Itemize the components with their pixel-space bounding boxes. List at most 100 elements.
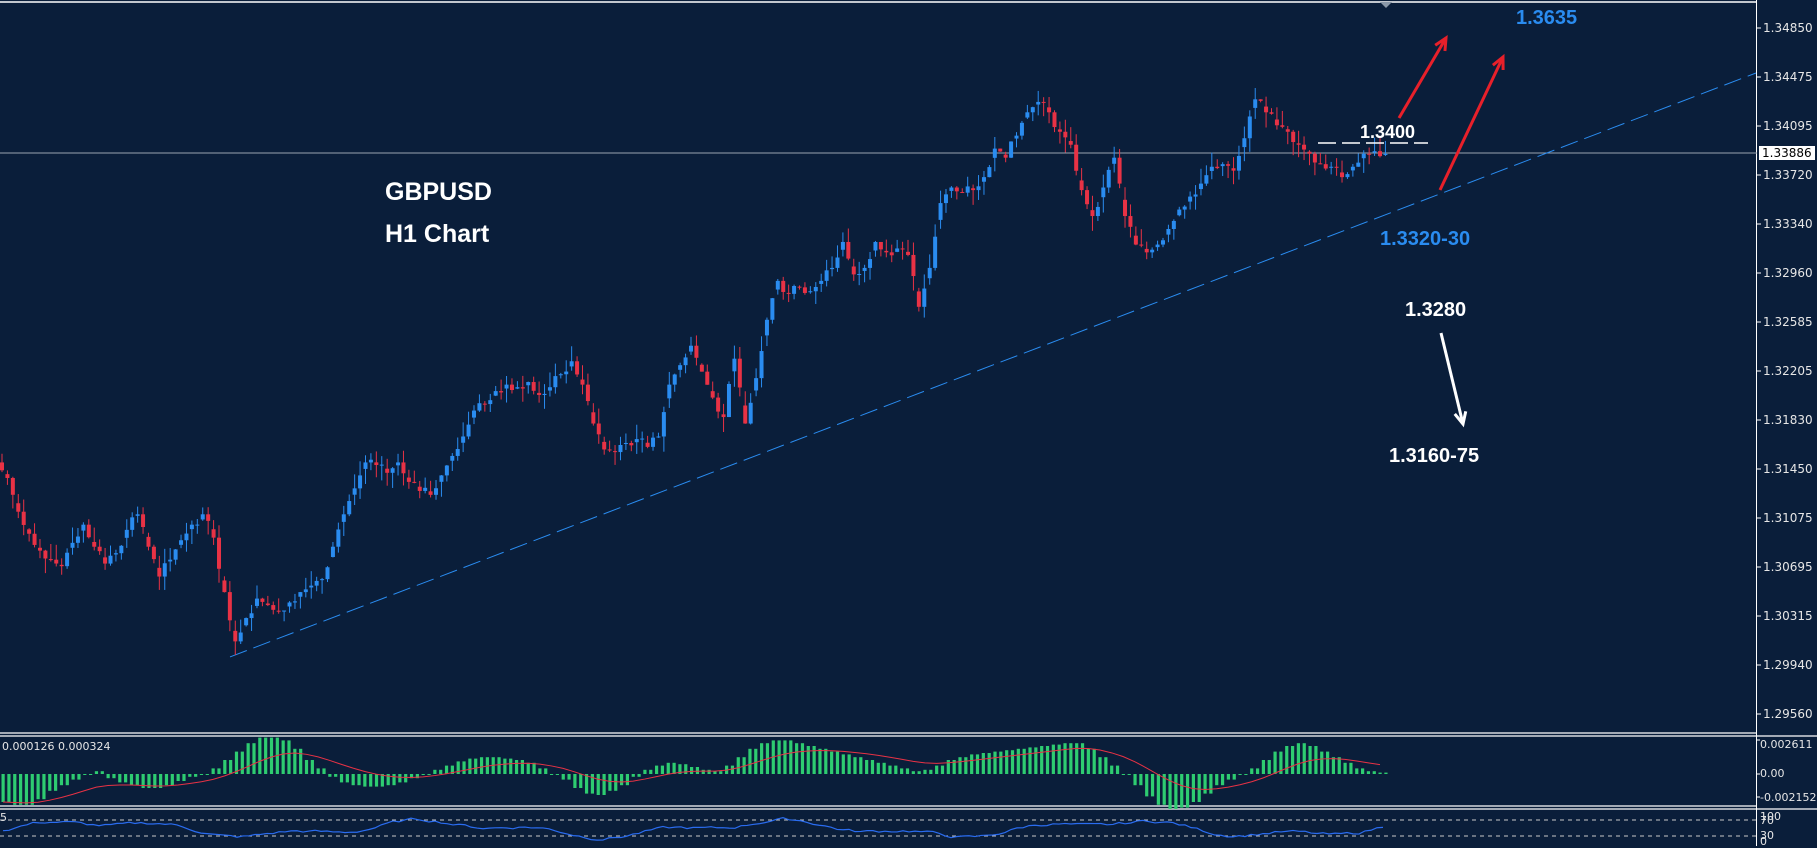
candle-body — [276, 610, 281, 612]
candle-body — [889, 252, 894, 256]
candle-body — [434, 488, 439, 495]
candle-body — [840, 241, 845, 250]
macd-histogram-bar — [1232, 774, 1236, 780]
candle-body — [303, 589, 308, 593]
candle-body — [1378, 151, 1382, 157]
candle-body — [878, 241, 883, 250]
macd-histogram-bar — [526, 762, 530, 774]
candle-body — [721, 414, 726, 418]
macd-histogram-bar — [1384, 772, 1388, 774]
macd-histogram-bar — [357, 774, 361, 786]
candle-body — [168, 559, 173, 562]
macd-histogram-bar — [532, 762, 536, 774]
macd-histogram-bar — [421, 774, 425, 775]
macd-histogram-bar — [654, 765, 659, 774]
macd-histogram-bar — [1028, 747, 1032, 774]
candle-body — [564, 371, 569, 375]
candle-body — [575, 361, 580, 375]
candle-body — [1139, 244, 1144, 246]
macd-histogram-bar — [252, 743, 256, 774]
candle-body — [314, 580, 319, 586]
macd-histogram-bar — [135, 774, 139, 786]
candle-body — [1296, 143, 1301, 145]
price-axis-tick: 1.33720 — [1763, 168, 1813, 182]
candle-body — [906, 251, 911, 255]
macd-histogram-bar — [112, 774, 116, 779]
candle-body — [531, 382, 536, 391]
macd-histogram-bar — [118, 774, 122, 783]
chart-title-timeframe: H1 Chart — [385, 220, 490, 248]
macd-histogram-bar — [783, 740, 787, 774]
macd-histogram-bar — [865, 760, 869, 774]
candle-body — [65, 552, 70, 567]
macd-histogram-bar — [999, 751, 1003, 774]
candle-body — [211, 529, 216, 538]
candle-body — [336, 529, 341, 547]
candle-body — [1095, 206, 1100, 217]
candle-body — [5, 474, 10, 478]
macd-histogram-bar — [549, 774, 554, 775]
candle-body — [1128, 216, 1133, 227]
macd-histogram-bar — [561, 774, 565, 780]
price-axis-tick: 1.30695 — [1763, 560, 1813, 574]
candle-body — [1003, 154, 1008, 158]
scroll-marker-icon — [1380, 2, 1392, 8]
macd-histogram-bar — [970, 754, 974, 774]
candle-body — [423, 487, 428, 491]
macd-histogram-bar — [544, 768, 548, 774]
macd-histogram-bar — [386, 774, 390, 786]
macd-histogram-bar — [1180, 774, 1184, 808]
macd-histogram-bar — [760, 743, 764, 774]
macd-histogram-bar — [106, 774, 110, 779]
candle-body — [1155, 244, 1160, 248]
macd-histogram-bar — [637, 774, 641, 777]
macd-histogram-bar — [1156, 774, 1160, 805]
candle-body — [1101, 187, 1106, 198]
macd-histogram-bar — [602, 774, 606, 795]
candle-body — [1307, 151, 1312, 154]
macd-histogram-bar — [800, 743, 805, 774]
candle-body — [1356, 162, 1361, 167]
candle-body — [309, 585, 314, 588]
macd-histogram-bar — [176, 774, 180, 781]
price-axis-tick: 1.33340 — [1763, 217, 1813, 231]
macd-histogram-bar — [71, 774, 75, 780]
candle-body — [509, 384, 514, 391]
candle-body — [455, 448, 460, 456]
macd-histogram-bar — [30, 774, 34, 805]
rsi-line — [2, 817, 1384, 841]
macd-histogram-bar — [1016, 748, 1020, 774]
up-arrow-icon-head — [1491, 53, 1505, 71]
macd-histogram-bar — [987, 753, 991, 774]
macd-histogram-bar — [380, 774, 384, 787]
candle-body — [683, 357, 688, 366]
candle-body — [325, 567, 330, 580]
macd-histogram-bar — [835, 751, 840, 774]
candle-body — [830, 267, 835, 270]
candle-body — [1177, 209, 1182, 216]
rsi-axis-100: 100 — [1760, 810, 1781, 823]
macd-histogram-bar — [935, 765, 939, 774]
macd-histogram-bar — [1098, 757, 1102, 774]
macd-histogram-bar — [36, 774, 40, 800]
price-axis-tick: 1.29940 — [1763, 658, 1813, 672]
macd-histogram-bar — [147, 774, 151, 788]
candle-body — [482, 403, 487, 405]
macd-histogram-bar — [1010, 750, 1015, 774]
macd-histogram-bar — [1022, 748, 1026, 774]
macd-histogram-bar — [538, 768, 542, 774]
candle-body — [363, 462, 368, 469]
macd-histogram-bar — [159, 774, 163, 788]
macd-histogram-bar — [100, 771, 104, 774]
candle-body — [124, 529, 129, 538]
macd-histogram-bar — [1285, 746, 1289, 774]
macd-histogram-bar — [905, 768, 910, 774]
macd-histogram-bar — [730, 765, 735, 774]
candle-body — [146, 536, 151, 547]
candle-body — [732, 358, 737, 372]
candle-body — [651, 437, 656, 447]
candle-body — [1182, 206, 1187, 210]
candle-body — [341, 514, 346, 522]
candle-body — [1340, 172, 1345, 178]
